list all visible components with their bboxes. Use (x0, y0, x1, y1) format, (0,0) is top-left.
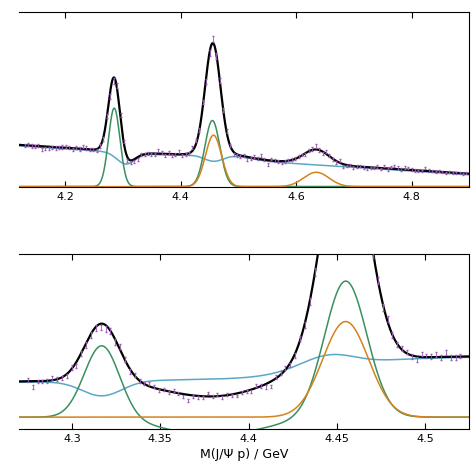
X-axis label: M(J/Ψ p) / GeV: M(J/Ψ p) / GeV (200, 448, 288, 461)
